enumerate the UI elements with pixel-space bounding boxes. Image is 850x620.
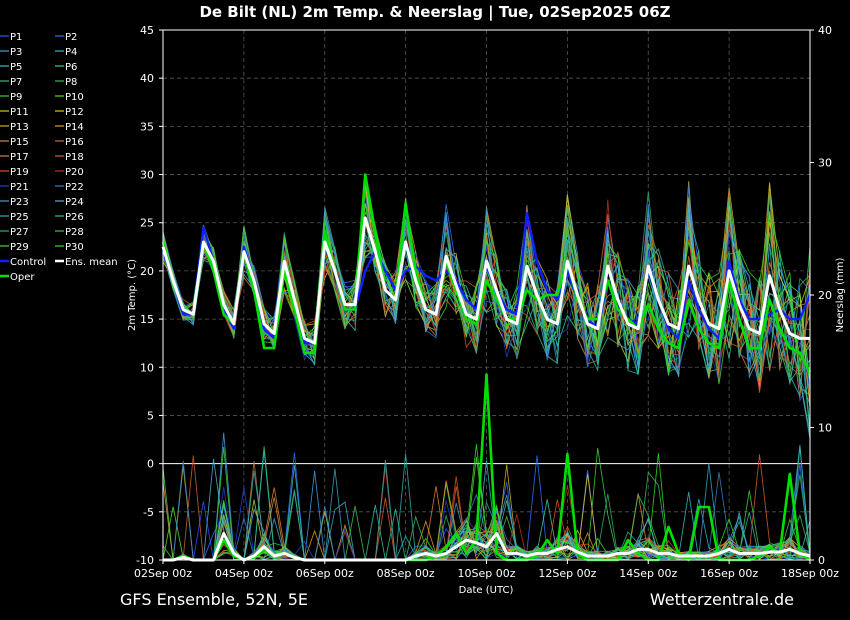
x-tick-label: 12Sep 00z — [538, 567, 596, 580]
x-tick-label: 06Sep 00z — [296, 567, 354, 580]
oper-temp-line — [161, 173, 812, 373]
left-tick-label: 20 — [140, 265, 154, 278]
right-tick-label: 30 — [818, 157, 832, 170]
x-tick-label: 18Sep 00z — [781, 567, 839, 580]
left-tick-label: 5 — [147, 409, 154, 422]
legend-label: P3 — [10, 47, 22, 58]
right-tick-label: 10 — [818, 422, 832, 435]
left-tick-label: -5 — [143, 506, 154, 519]
left-tick-label: 25 — [140, 217, 154, 230]
legend-label: P29 — [10, 242, 29, 253]
right-tick-label: 20 — [818, 289, 832, 302]
ensemble-precip-line — [163, 446, 811, 561]
x-tick-label: 08Sep 00z — [377, 567, 435, 580]
legend-label: Control — [10, 257, 46, 268]
right-tick-label: 0 — [818, 554, 825, 567]
legend-label: P17 — [10, 152, 29, 163]
legend-label: P16 — [65, 137, 84, 148]
left-tick-label: 15 — [140, 313, 154, 326]
x-tick-label: 10Sep 00z — [458, 567, 516, 580]
named-series-lines — [161, 173, 812, 562]
legend-label: P21 — [10, 182, 29, 193]
ensemble-precip-line — [163, 492, 811, 561]
legend-label: P11 — [10, 107, 29, 118]
legend-label: P1 — [10, 32, 22, 43]
ensemble-temp-line — [162, 226, 811, 390]
legend-label: P22 — [65, 182, 84, 193]
x-tick-label: 14Sep 00z — [619, 567, 677, 580]
legend-label: Oper — [10, 272, 35, 283]
legend-label: P27 — [10, 227, 29, 238]
left-tick-label: 0 — [147, 458, 154, 471]
legend-label: P10 — [65, 92, 84, 103]
legend-label: P2 — [65, 32, 77, 43]
left-axis-ticks: -10 -5 0 5 10 15 20 25 30 35 40 45 — [136, 24, 163, 567]
legend-label: P23 — [10, 197, 29, 208]
legend-label: P13 — [10, 122, 29, 133]
legend-label: P25 — [10, 212, 29, 223]
x-tick-label: 02Sep 00z — [134, 567, 192, 580]
left-tick-label: 45 — [140, 24, 154, 37]
legend-label: P6 — [65, 62, 77, 73]
x-axis-label: Date (UTC) — [459, 585, 514, 596]
left-tick-label: 30 — [140, 169, 154, 182]
legend-label: P12 — [65, 107, 84, 118]
left-tick-label: 10 — [140, 361, 154, 374]
legend-label: P28 — [65, 227, 84, 238]
legend-label: P19 — [10, 167, 29, 178]
ens-mean-temp-line — [161, 216, 810, 345]
left-tick-label: -10 — [136, 554, 154, 567]
legend-label: P9 — [10, 92, 22, 103]
left-tick-label: 40 — [140, 72, 154, 85]
legend-label: P4 — [65, 47, 77, 58]
legend-label: P30 — [65, 242, 84, 253]
right-tick-label: 40 — [818, 24, 832, 37]
ensemble-temp-line — [162, 220, 811, 386]
ensemble-temp-line — [162, 184, 811, 377]
legend: P1 P2 P3 P4 P5 P6 P7 P8 P9 P10 P11 P12 P13 P14 P15 P16 P… — [0, 32, 118, 283]
ensemble-temp-line — [162, 212, 811, 374]
legend-label: P7 — [10, 77, 22, 88]
legend-label: P18 — [65, 152, 84, 163]
ensemble-member-lines — [162, 176, 811, 562]
footer-source: Wetterzentrale.de — [650, 590, 794, 609]
ensemble-temp-line — [162, 203, 811, 374]
legend-label: P15 — [10, 137, 29, 148]
y-axis-label-left: 2m Temp. (°C) — [127, 259, 138, 331]
x-tick-label: 16Sep 00z — [700, 567, 758, 580]
legend-label: P26 — [65, 212, 84, 223]
legend-label: Ens. mean — [65, 257, 118, 268]
x-axis-ticks: 02Sep 00z 04Sep 00z 06Sep 00z 08Sep 00z 10Se… — [134, 560, 839, 580]
right-axis-ticks: 0 10 20 30 40 — [810, 24, 832, 567]
legend-label: P14 — [65, 122, 84, 133]
footer-model: GFS Ensemble, 52N, 5E — [120, 590, 308, 609]
ensemble-temp-line — [162, 199, 811, 379]
x-tick-label: 04Sep 00z — [215, 567, 273, 580]
legend-label: P20 — [65, 167, 84, 178]
legend-label: P5 — [10, 62, 22, 73]
legend-label: P8 — [65, 77, 77, 88]
legend-label: P24 — [65, 197, 84, 208]
y-axis-label-right: Neerslag (mm) — [835, 257, 846, 332]
chart-title: De Bilt (NL) 2m Temp. & Neerslag | Tue, … — [199, 3, 670, 22]
left-tick-label: 35 — [140, 120, 154, 133]
ens-mean-precip-line — [163, 532, 811, 562]
